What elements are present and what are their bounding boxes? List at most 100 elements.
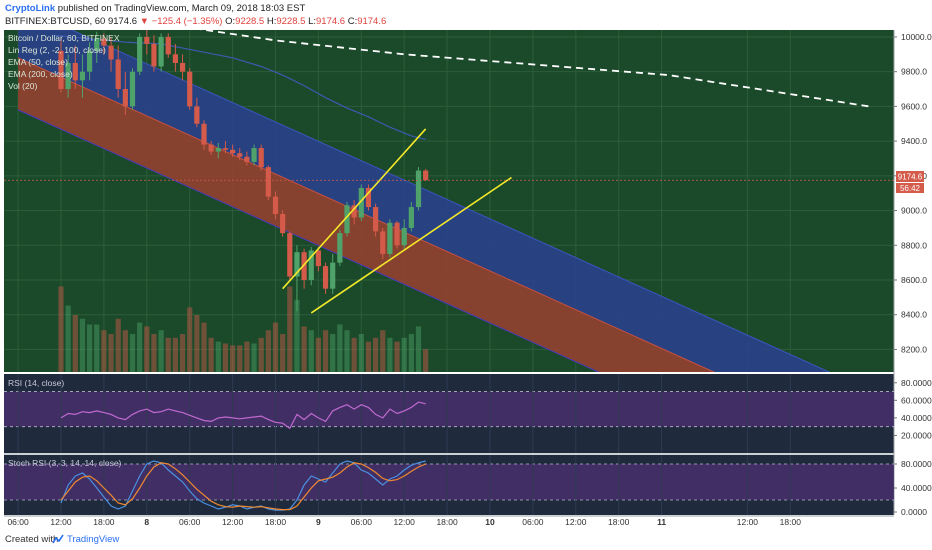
candle-body: [373, 207, 379, 232]
candle-body: [208, 144, 214, 152]
volume-bar: [401, 337, 407, 372]
volume-bars: [58, 286, 429, 372]
volume-bar: [294, 299, 300, 372]
tradingview-link[interactable]: TradingView: [67, 534, 120, 545]
ohlc-close-label: C:: [347, 16, 358, 27]
time-tick-label: 18:00: [265, 517, 287, 527]
time-tick-label: 06:00: [351, 517, 373, 527]
candles: [58, 30, 429, 312]
volume-bar: [179, 334, 186, 372]
volume-bar: [408, 334, 414, 372]
candle-body: [322, 266, 329, 289]
candle-body: [165, 36, 171, 55]
candle-body: [201, 123, 207, 145]
candle-body: [265, 167, 271, 197]
candle-body: [301, 252, 307, 280]
volume-bar: [344, 330, 350, 372]
volume-bar: [330, 334, 336, 372]
ohlc-low-value: 9174.6: [316, 16, 346, 27]
price-tag-value: 9174.6: [898, 173, 923, 182]
candle-body: [158, 36, 164, 67]
volume-bar: [108, 334, 114, 372]
legend-linreg: Lin Reg (2, -2, 100, close): [8, 45, 106, 55]
rsi-label: RSI (14, close): [8, 378, 64, 388]
candle-body: [179, 62, 186, 72]
candle-body: [408, 207, 414, 228]
candle-body: [394, 222, 400, 246]
candle-body: [244, 156, 250, 162]
volume-bar: [65, 305, 71, 372]
price-tick-label: 8800.0: [901, 240, 927, 250]
upper-channel: [18, 30, 830, 372]
candle-body: [65, 62, 71, 90]
footer: Created with TradingView: [0, 530, 932, 550]
price-tag: 9174.6 56:42: [896, 171, 924, 193]
rsi-pane: 20.0000 40.0000 60.0000 80.0000: [4, 374, 932, 455]
stoch-rsi-pane: 0.0000 40.0000 80.0000: [4, 455, 932, 517]
publisher-link[interactable]: CryptoLink: [5, 3, 56, 14]
candle-body: [330, 262, 336, 289]
volume-bar: [94, 324, 100, 372]
price-tick-label: 9400.0: [901, 136, 927, 146]
volume-bar: [230, 345, 236, 372]
volume-bar: [215, 341, 221, 372]
volume-bar: [208, 337, 214, 372]
price-tick-label: 9800.0: [901, 67, 927, 77]
volume-bar: [201, 322, 207, 372]
volume-bar: [415, 326, 422, 372]
candle-body: [187, 71, 193, 107]
volume-bar: [129, 334, 136, 372]
price-tick-label: 9000.0: [901, 206, 927, 216]
lower-channel-line: [17, 109, 600, 372]
volume-bar: [244, 341, 250, 372]
chart-header: CryptoLink published on TradingView.com,…: [0, 0, 932, 30]
volume-bar: [308, 330, 314, 372]
volume-bar: [423, 349, 429, 372]
ohlc-high-label: H:: [266, 16, 277, 27]
ohlc-low-label: L:: [308, 16, 316, 27]
legend-vol: Vol (20): [8, 81, 37, 91]
volume-bar: [373, 337, 379, 372]
candle-body: [237, 153, 243, 157]
price-tick-label: 8600.0: [901, 275, 927, 285]
volume-bar: [72, 315, 78, 372]
volume-bar: [115, 318, 121, 372]
volume-bar: [280, 334, 286, 372]
time-tick-label: 12:00: [565, 517, 587, 527]
down-arrow-icon: ▼: [139, 16, 150, 27]
volume-bar: [158, 330, 164, 372]
candle-body: [115, 59, 121, 90]
price-tick-label: 8400.0: [901, 310, 927, 320]
candle-body: [222, 148, 229, 150]
osc-band: [4, 464, 894, 500]
price-tick-label: 10000.0: [901, 32, 932, 42]
volume-bar: [258, 337, 264, 372]
symbol-label: BITFINEX:BTCUSD, 60: [5, 16, 106, 27]
price-chart-svg[interactable]: 8200.08400.08600.08800.09000.09200.09400…: [0, 30, 932, 530]
candle-body: [172, 54, 178, 63]
time-tick-label: 18:00: [608, 517, 630, 527]
candle-body: [129, 71, 136, 107]
volume-bar: [101, 330, 107, 372]
candle-body: [258, 148, 264, 168]
linreg-channels: [17, 30, 831, 372]
volume-bar: [351, 337, 357, 372]
volume-bar: [165, 337, 171, 372]
volume-bar: [322, 330, 329, 372]
candle-body: [280, 214, 286, 234]
candle-body: [272, 196, 279, 215]
candle-body: [94, 38, 100, 51]
candle-body: [101, 38, 107, 46]
candle-body: [79, 71, 86, 81]
volume-bar: [265, 330, 271, 372]
osc-tick-label: 40.0000: [901, 483, 932, 493]
chart-area[interactable]: 8200.08400.08600.08800.09000.09200.09400…: [0, 30, 932, 530]
volume-bar: [394, 341, 400, 372]
price-change: −125.4 (−1.35%): [151, 16, 223, 27]
osc-tick-label: 80.0000: [901, 378, 932, 388]
tradingview-logo-icon: [52, 534, 64, 544]
price-tick-label: 8200.0: [901, 344, 927, 354]
time-tick-label: 10: [485, 517, 495, 527]
volume-bar: [194, 315, 200, 372]
ohlc-open-value: 9228.5: [235, 16, 265, 27]
